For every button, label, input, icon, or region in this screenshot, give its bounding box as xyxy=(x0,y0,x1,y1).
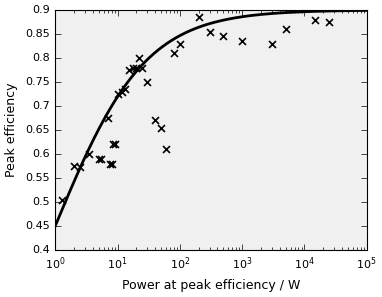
Point xyxy=(326,20,332,24)
Point xyxy=(171,51,177,56)
Point xyxy=(121,87,128,91)
Point xyxy=(77,165,83,170)
Point xyxy=(125,68,131,72)
Point xyxy=(112,142,118,147)
X-axis label: Power at peak efficiency / W: Power at peak efficiency / W xyxy=(122,279,300,292)
Point xyxy=(283,27,289,31)
Point xyxy=(158,125,164,130)
Point xyxy=(207,29,213,34)
Point xyxy=(115,91,121,96)
Point xyxy=(105,116,111,120)
Point xyxy=(98,156,104,161)
Point xyxy=(130,65,136,70)
Point xyxy=(139,65,146,70)
Point xyxy=(196,15,202,20)
Y-axis label: Peak efficiency: Peak efficiency xyxy=(5,83,18,177)
Point xyxy=(152,118,158,123)
Point xyxy=(133,65,139,70)
Point xyxy=(136,56,142,60)
Point xyxy=(96,156,102,161)
Point xyxy=(108,161,115,166)
Point xyxy=(144,80,151,84)
Point xyxy=(312,17,319,22)
Point xyxy=(163,147,169,151)
Point xyxy=(86,151,92,156)
Point xyxy=(269,41,275,46)
Point xyxy=(120,89,126,94)
Point xyxy=(71,164,77,168)
Point xyxy=(107,161,113,166)
Point xyxy=(177,41,183,46)
Point xyxy=(59,197,65,202)
Point xyxy=(220,34,227,39)
Point xyxy=(110,142,116,147)
Point xyxy=(239,39,245,44)
